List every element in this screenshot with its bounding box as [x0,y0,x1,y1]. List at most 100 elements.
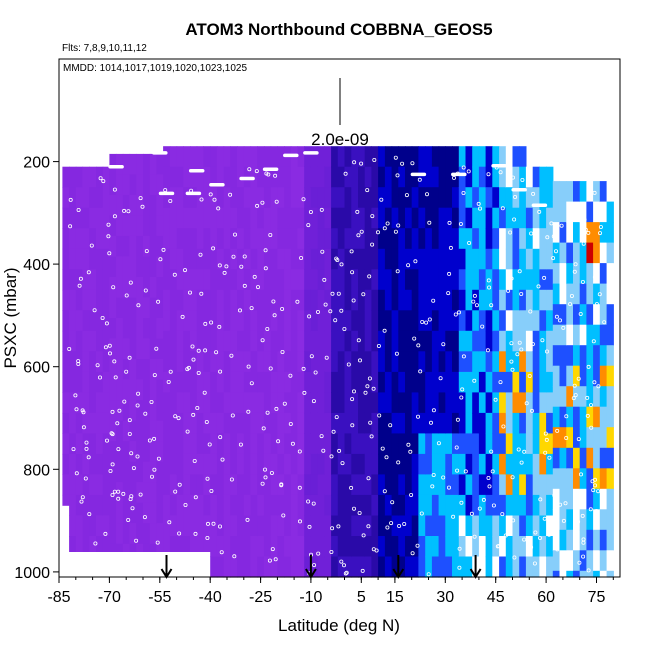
heatmap-cell [156,441,164,463]
heatmap-cell [599,222,608,244]
x-tick-label: 30 [436,589,454,606]
sample-point [513,194,518,199]
heatmap-cell [391,412,399,434]
heatmap-cell [344,515,352,537]
heatmap-cell [324,536,332,558]
sample-point [500,512,505,517]
heatmap-cell [519,453,527,475]
heatmap-cell [176,228,184,250]
heatmap-cell [230,556,238,578]
sample-point [533,530,538,535]
sample-point [519,460,524,465]
sample-point [598,231,603,236]
heatmap-cell [136,215,144,237]
heatmap-cell [270,371,278,393]
sample-point [142,515,147,520]
heatmap-cell [297,474,305,496]
heatmap-cell [284,412,292,434]
heatmap-cell [136,379,144,401]
sample-point [193,531,198,536]
heatmap-cell [143,379,151,401]
heatmap-cell [277,494,285,516]
heatmap-cell [82,453,90,475]
heatmap-cell [237,392,245,414]
heatmap-cell [129,502,137,524]
sample-point [306,223,311,228]
heatmap-cell [284,536,292,558]
heatmap-cell [492,248,500,270]
heatmap-cell [458,556,467,578]
heatmap-cell [492,228,500,250]
heatmap-cell [378,412,386,434]
heatmap-cell [290,187,299,209]
heatmap-cell [586,468,594,490]
heatmap-cell [344,187,352,209]
heatmap-cell [485,269,493,291]
sample-point [417,177,422,182]
heatmap-cell [89,453,97,475]
sample-point [586,568,591,573]
sample-point [519,291,524,296]
heatmap-cell [378,351,386,373]
heatmap-cell [391,433,399,455]
heatmap-cell [143,174,151,196]
heatmap-cell [82,351,90,373]
sample-point [330,291,335,296]
heatmap-cell [358,392,366,414]
sample-point [472,378,477,383]
heatmap-cell [109,523,117,545]
heatmap-cell [431,228,440,250]
sample-point [183,502,188,507]
heatmap-cell [263,269,272,291]
heatmap-cell [405,166,413,188]
heatmap-cell [317,433,325,455]
sample-point [591,339,596,344]
heatmap-cell [149,359,157,381]
heatmap-cell [324,412,332,434]
heatmap-cell [532,412,540,434]
x-tick-label: 45 [487,589,505,606]
heatmap-cell [593,181,601,203]
heatmap-cell [324,310,332,332]
heatmap-cell [263,330,272,352]
heatmap-cell [505,371,514,393]
heatmap-cell [344,556,352,578]
heatmap-cell [586,529,594,551]
sample-point [78,276,83,281]
heatmap-cell [277,556,285,578]
heatmap-cell [122,215,131,237]
heatmap-cell [452,351,460,373]
heatmap-cell [237,187,245,209]
sample-point [540,338,545,343]
sample-point [506,288,511,293]
heatmap-cell [391,474,399,496]
heatmap-cell [196,269,204,291]
heatmap-cell [398,289,406,311]
heatmap-cell [573,263,581,285]
heatmap-cell [122,461,131,483]
heatmap-cell [472,474,480,496]
heatmap-cell [284,556,292,578]
sample-point [152,373,157,378]
sample-point [459,500,464,505]
sample-point [350,397,355,402]
heatmap-cell [559,181,567,203]
heatmap-cell [176,536,184,552]
heatmap-cell [163,166,171,188]
sample-point [509,341,514,346]
heatmap-cell [492,269,500,291]
heatmap-cell [552,283,561,305]
sample-point [489,303,494,308]
heatmap-cell [579,529,587,551]
sample-point [209,320,214,325]
heatmap-cell [69,330,77,352]
sample-point [218,369,223,374]
heatmap-cell [512,536,520,558]
heatmap-cell [552,447,561,469]
heatmap-cell [566,201,574,223]
sample-point [530,342,535,347]
heatmap-cell [75,289,84,311]
heatmap-cell [505,207,514,229]
heatmap-cell [512,146,520,168]
sample-point [466,169,471,174]
